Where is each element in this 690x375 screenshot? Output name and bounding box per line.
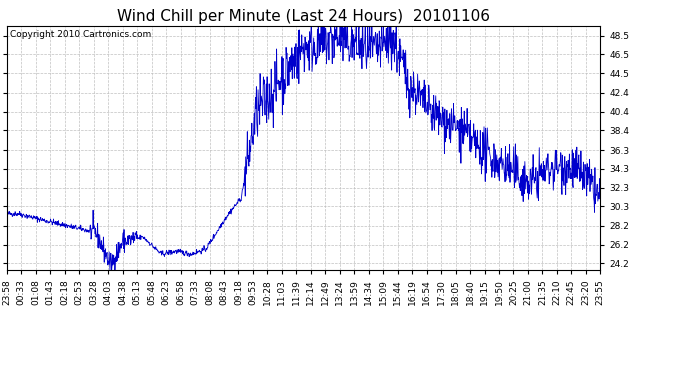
Text: Wind Chill per Minute (Last 24 Hours)  20101106: Wind Chill per Minute (Last 24 Hours) 20… bbox=[117, 9, 490, 24]
Text: Copyright 2010 Cartronics.com: Copyright 2010 Cartronics.com bbox=[10, 30, 151, 39]
